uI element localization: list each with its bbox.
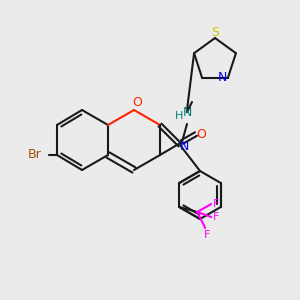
Text: N: N [179,140,189,154]
Text: Br: Br [28,148,42,161]
Text: F: F [204,230,210,240]
Text: N: N [218,71,228,84]
Text: S: S [211,26,219,40]
Text: O: O [196,128,206,140]
Text: O: O [132,95,142,109]
Text: H: H [175,111,183,121]
Text: F: F [213,199,219,209]
Text: F: F [213,212,219,222]
Text: N: N [182,106,192,118]
